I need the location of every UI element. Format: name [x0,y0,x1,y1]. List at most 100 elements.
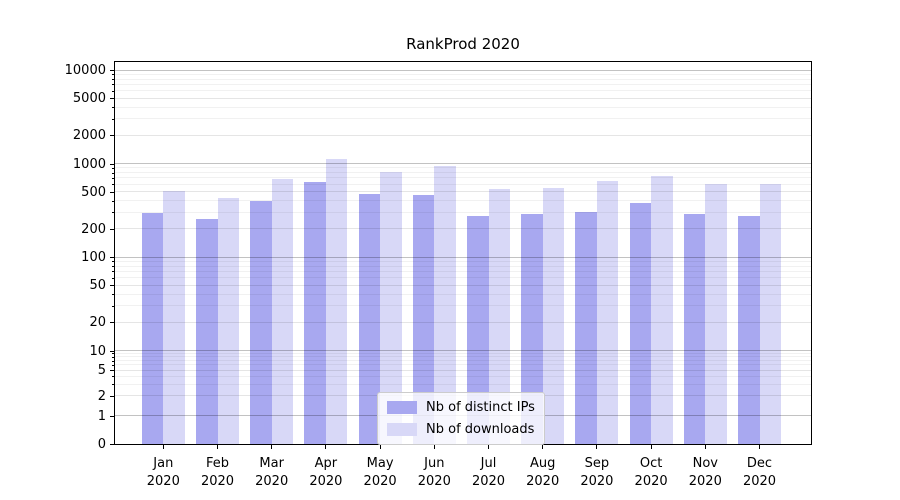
bar-distinct-ips [358,193,381,444]
y-gridline-3 [115,384,811,385]
y-tick-label: 100 [81,250,106,265]
x-tick-label: Sep 2020 [567,455,627,491]
bar-downloads [271,179,294,444]
y-tick-label: 200 [81,221,106,237]
bar-downloads [488,189,510,444]
y-tick-mark [110,350,114,352]
bar-distinct-ips [304,181,326,444]
bar-distinct-ips [412,195,435,444]
x-tick-mark [433,445,435,449]
x-tick-mark [162,445,164,449]
x-tick-year: 2020 [526,474,560,489]
y-gridline-900 [115,167,811,169]
x-tick-mark [650,445,652,449]
y-minor-tick-mark [112,360,114,362]
x-tick-label: Feb 2020 [188,455,248,491]
y-minor-tick-mark [112,118,114,120]
y-gridline-800 [115,172,811,174]
bar-downloads [163,191,185,444]
legend-swatch-distinct-ips-icon [387,401,417,414]
y-minor-tick-mark [112,184,114,186]
bar-distinct-ips [141,212,164,444]
x-tick-month: Mar [259,456,284,471]
y-gridline-7000 [115,83,811,85]
y-minor-tick-mark [112,353,114,355]
y-gridline-50 [115,284,811,286]
x-tick-mark [542,445,544,449]
y-tick-label: 50 [89,278,106,294]
y-gridline-70 [115,270,811,272]
y-gridline-6000 [115,90,811,92]
y-gridline-10 [115,350,811,351]
y-minor-tick-mark [112,74,114,76]
x-tick-year: 2020 [363,474,397,489]
x-tick-mark [488,445,489,449]
x-tick-month: May [366,456,394,471]
x-tick-year: 2020 [200,474,235,489]
y-minor-tick-mark [112,177,114,179]
y-gridline-5000 [115,97,811,99]
y-gridline-4000 [115,106,811,108]
y-gridline-9 [115,352,811,354]
x-tick-mark [379,445,381,449]
y-tick-mark [110,370,114,372]
x-tick-label: Jun 2020 [404,455,464,491]
y-tick-label: 500 [81,184,106,200]
y-minor-tick-mark [112,271,114,273]
y-gridline-300 [115,211,811,213]
x-tick-mark [325,445,327,449]
plot-area: Nb of distinct IPs Nb of downloads [114,61,812,445]
x-tick-mark [759,445,760,449]
x-tick-month: Jul [480,456,497,471]
x-tick-year: 2020 [309,474,343,489]
y-tick-mark [110,163,114,165]
y-minor-tick-mark [112,107,114,109]
legend-label-distinct-ips: Nb of distinct IPs [426,400,535,415]
y-tick-label: 20 [89,315,106,331]
bar-downloads [325,159,348,444]
x-tick-month: Feb [205,456,230,471]
x-tick-month: Nov [692,456,718,471]
y-tick-mark [110,257,114,258]
y-tick-label: 2000 [72,128,106,144]
x-tick-label: Aug 2020 [513,455,573,491]
y-minor-tick-mark [112,84,114,86]
y-gridline-90 [115,260,811,262]
bar-downloads [542,187,565,444]
y-gridline-20 [115,321,811,323]
y-tick-label: 10 [89,343,106,359]
grid-layer [115,62,811,444]
y-gridline-8000 [115,78,811,80]
x-tick-month: Jun [424,456,445,471]
y-gridline-2000 [115,134,811,136]
x-tick-year: 2020 [688,474,722,489]
chart-title: RankProd 2020 [406,35,520,53]
x-tick-year: 2020 [580,474,614,489]
x-tick-month: Dec [746,456,773,471]
x-tick-year: 2020 [634,474,668,489]
bar-distinct-ips [196,219,218,444]
y-minor-tick-mark [112,384,114,386]
y-tick-mark [110,228,114,230]
y-gridline-7 [115,360,811,362]
x-tick-year: 2020 [471,474,506,489]
y-minor-tick-mark [112,305,114,307]
y-tick-label: 5 [97,363,106,379]
x-tick-year: 2020 [742,474,777,489]
y-tick-mark [110,98,114,100]
legend-item-downloads: Nb of downloads [387,420,535,439]
x-tick-label: Jan 2020 [133,455,193,491]
y-tick-mark [110,135,114,137]
bar-downloads [651,176,673,444]
y-minor-tick-mark [112,376,114,378]
y-gridline-100 [115,256,811,258]
y-minor-tick-mark [112,79,114,81]
x-tick-label: Apr 2020 [296,455,356,491]
y-tick-mark [110,191,114,193]
bar-distinct-ips [467,215,489,444]
bar-distinct-ips [738,215,760,444]
y-tick-mark [110,415,114,417]
legend-item-distinct-ips: Nb of distinct IPs [387,398,535,417]
y-tick-label: 5000 [72,91,106,107]
